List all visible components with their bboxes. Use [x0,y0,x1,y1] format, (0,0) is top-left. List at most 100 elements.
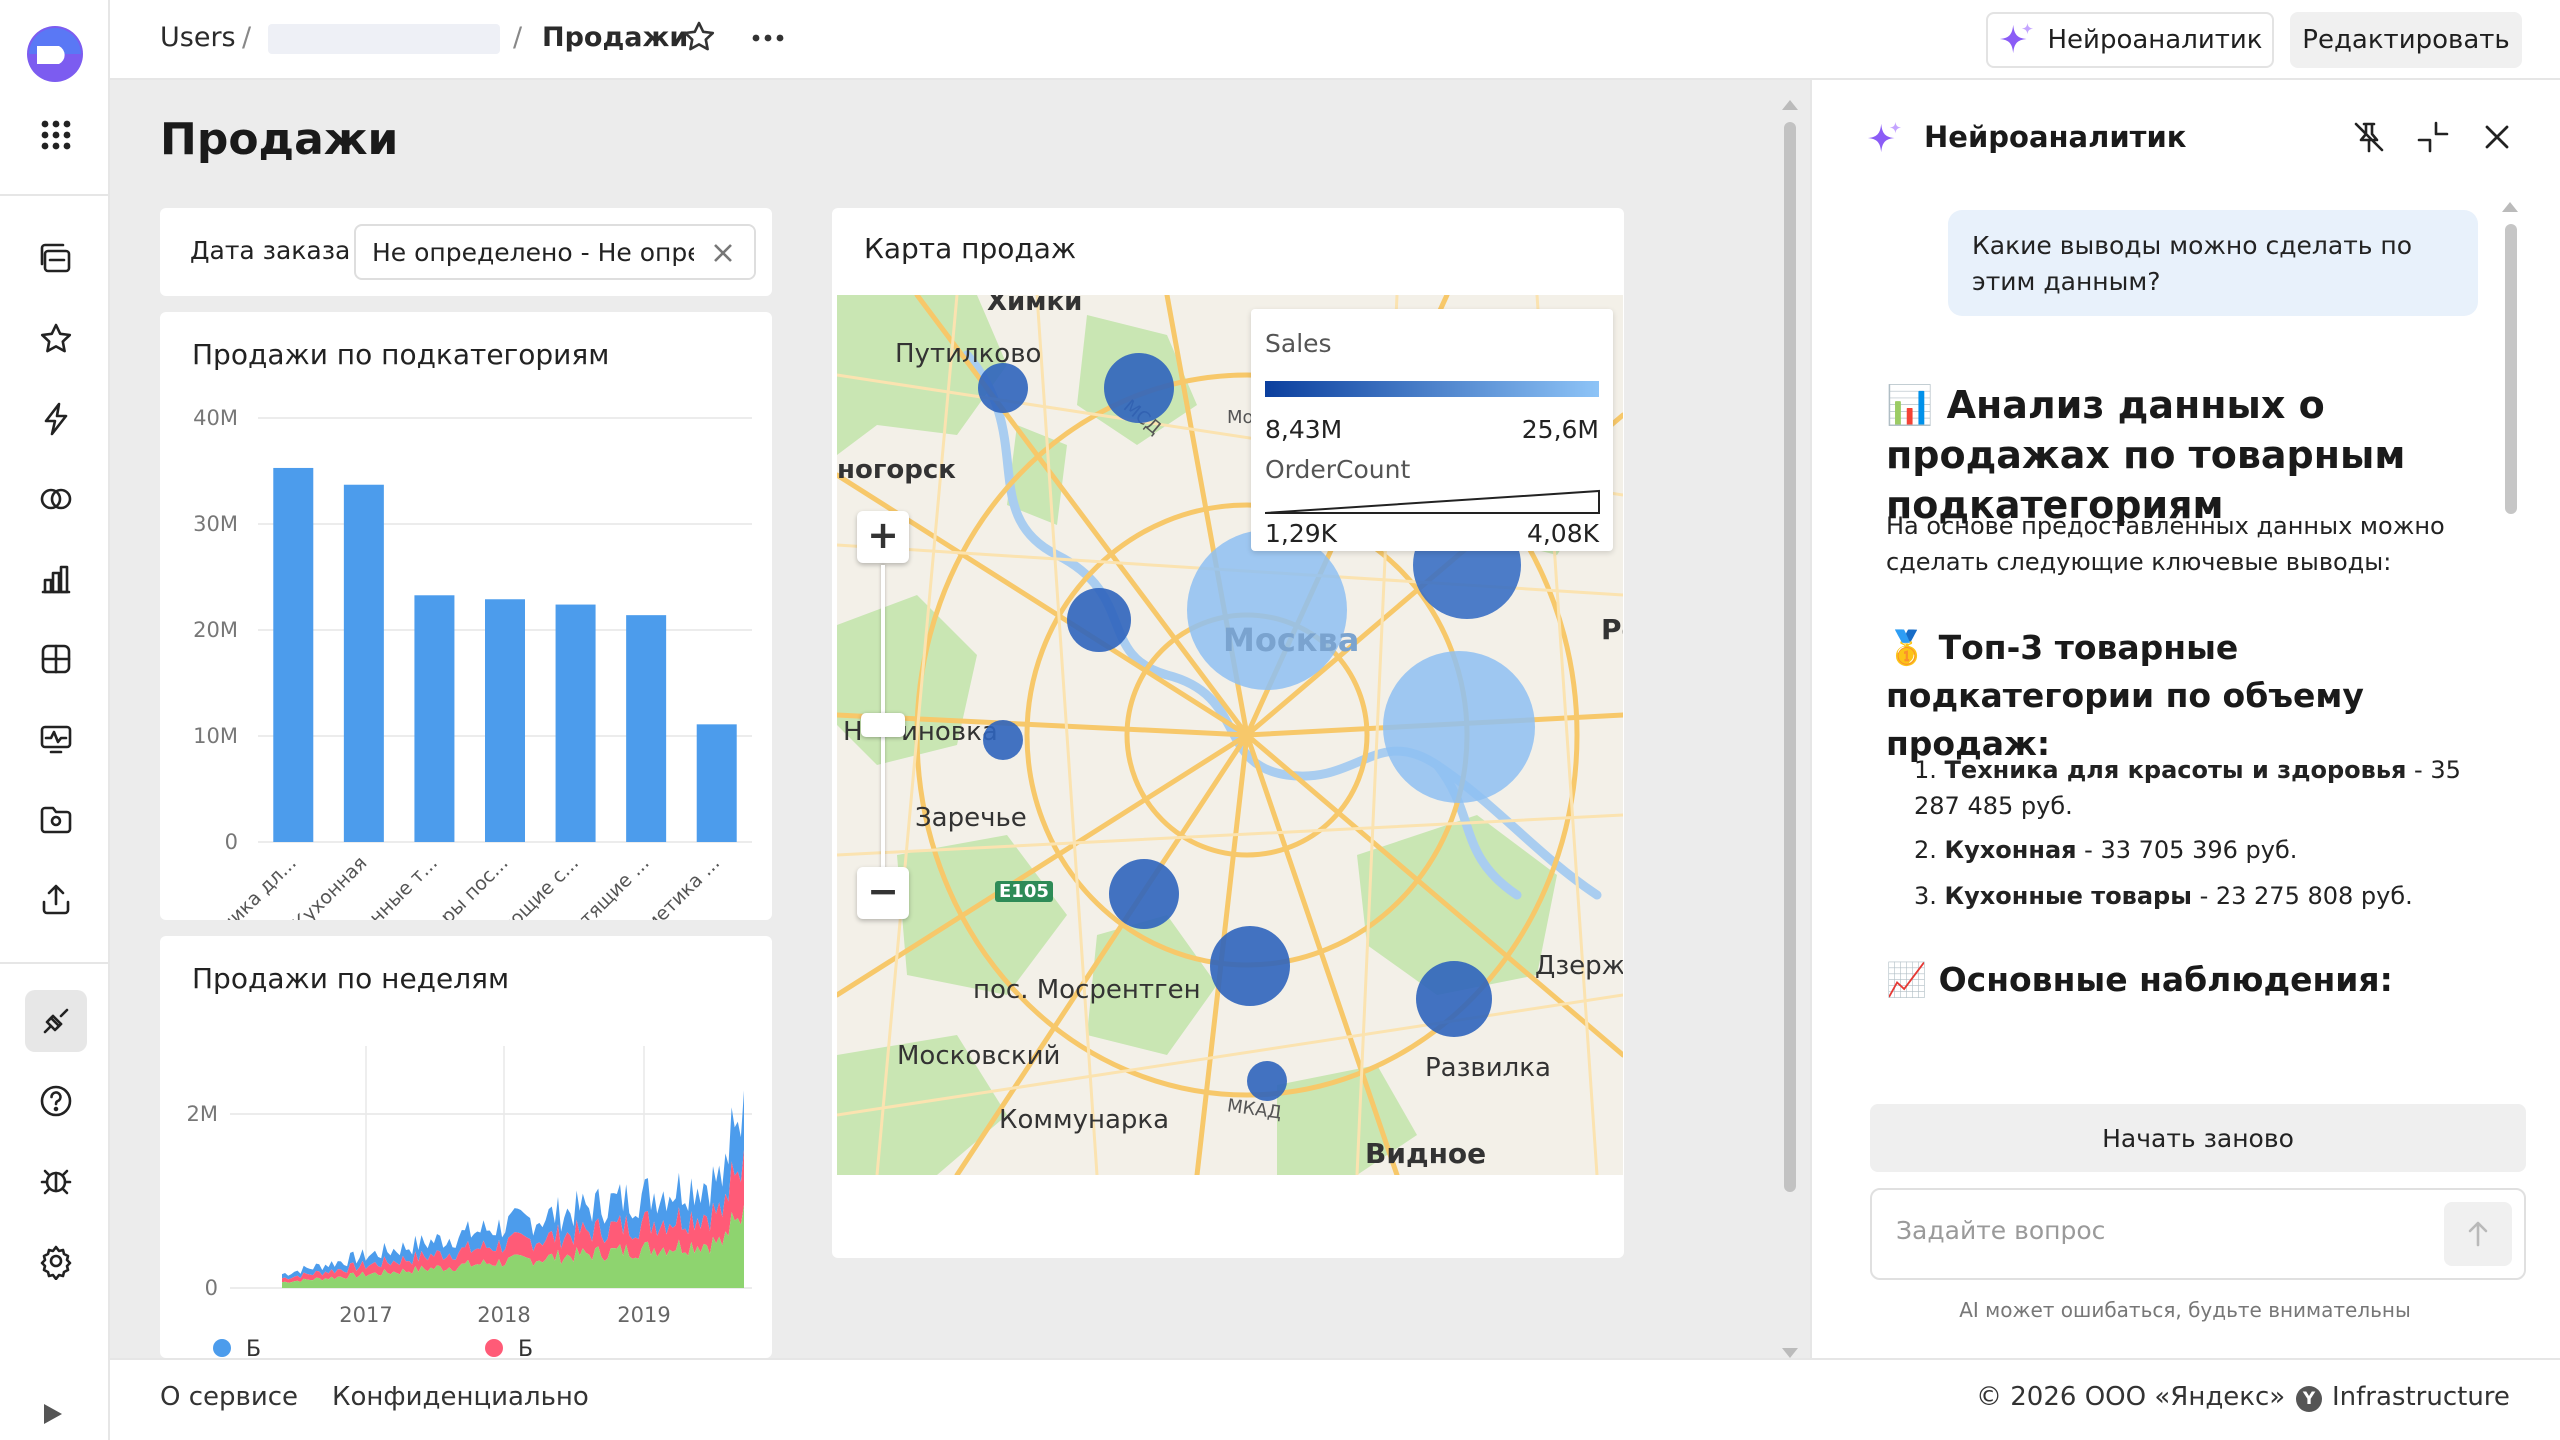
question-placeholder: Задайте вопрос [1896,1216,2106,1245]
settings-gear-icon[interactable] [25,1230,87,1292]
restart-button[interactable]: Начать заново [1870,1104,2526,1172]
bar-mark[interactable] [485,599,525,842]
zoom-slider-handle[interactable] [861,713,905,737]
zoom-out-button[interactable]: − [857,867,909,919]
bar-mark[interactable] [414,595,455,842]
date-filter-input[interactable]: Не определено - Не опред [354,224,756,280]
panel-scrollbar[interactable] [2502,202,2520,1122]
map-bubble[interactable] [983,720,1023,760]
footer-privacy-link[interactable]: Конфиденциально [332,1382,589,1412]
edit-button[interactable]: Редактировать [2290,12,2522,68]
area-chart: 0 2M 2017 2018 2019 Б Б [187,1046,752,1358]
breadcrumb-current: Продажи [542,22,689,53]
map-label-reutov: Ре [1601,613,1623,646]
bar-x-label: Кухонная [288,852,371,920]
breadcrumb-hidden-folder[interactable] [268,24,500,54]
help-question-icon[interactable] [25,1070,87,1132]
question-input[interactable]: Задайте вопрос [1870,1188,2526,1280]
zoom-in-button[interactable]: + [857,511,909,563]
bar-mark[interactable] [343,484,384,842]
map-label-n: Н [843,717,863,747]
map-label-zarechye: Заречье [915,803,1027,833]
bar-y-tick: 40M [193,406,238,430]
map-title: Карта продаж [864,232,1077,265]
map-bubble[interactable] [1247,1061,1287,1101]
map-label-moskovsky: Московский [897,1041,1061,1071]
area-series-2[interactable] [282,1149,744,1283]
monitoring-icon[interactable] [25,708,87,770]
neuroanalyst-button[interactable]: Нейроаналитик [1986,12,2274,68]
map-bubble[interactable] [1383,651,1535,803]
medal-emoji-icon: 🥇 [1886,628,1928,667]
map-bubble[interactable] [1067,588,1131,652]
favorites-star-icon[interactable] [25,308,87,370]
ai-subheading-top3-text: Топ-3 товарные подкатегории по объему пр… [1886,628,2364,763]
map-label-mo: Мо [1227,407,1254,428]
user-message: Какие выводы можно сделать по этим данны… [1948,210,2478,316]
top-header: Users / / Продажи Нейроаналитик Редактир… [110,0,2560,80]
map-bubble[interactable] [978,363,1028,413]
close-panel-icon[interactable] [2478,118,2518,158]
bug-icon[interactable] [25,1150,87,1212]
collapse-icon[interactable] [2414,118,2454,158]
datalens-logo-icon[interactable] [21,20,89,88]
bar-mark[interactable] [555,604,596,842]
charts-bars-icon[interactable] [25,548,87,610]
dashboards-grid-icon[interactable] [25,628,87,690]
list-rest: - 33 705 396 руб. [2076,836,2298,864]
map-legend: Sales 8,43M 25,6M OrderCount 1,29K 4,08K [1251,309,1613,551]
chart-emoji-icon: 📊 [1886,383,1934,427]
bar-mark[interactable] [626,615,667,842]
bar-mark[interactable] [273,467,314,842]
map-label-mosrentgen: пос. Мосрентген [973,975,1201,1005]
sales-map[interactable]: Химки Путилково ногорск Ре Н иновка Заре… [837,295,1623,1175]
send-button[interactable] [2444,1202,2512,1266]
legend-sales-min: 8,43M [1265,415,1343,444]
trend-emoji-icon: 📈 [1886,960,1928,999]
edit-button-label: Редактировать [2302,25,2510,55]
map-label-inovka: иновка [901,717,998,747]
breadcrumb-users[interactable]: Users [160,22,236,53]
unpin-icon[interactable] [2350,118,2390,158]
list-num: 2. [1914,836,1937,864]
connections-bolt-icon[interactable] [25,388,87,450]
clear-filter-icon[interactable] [694,226,754,278]
list-item: 2. Кухонная - 33 705 396 руб. [1914,832,2474,868]
list-num: 1. [1914,756,1937,784]
list-rest: - 23 275 808 руб. [2191,882,2413,910]
footer-infrastructure-link[interactable]: Infrastructure [2332,1382,2510,1412]
favorite-star-icon[interactable] [680,18,720,58]
legend-count-min: 1,29K [1265,519,1338,548]
dashboard-area: Продажи Дата заказа Не определено - Не о… [110,80,1810,1358]
expand-rail-icon[interactable] [44,1404,62,1424]
datasets-rings-icon[interactable] [25,468,87,530]
apps-grid-icon[interactable] [25,104,87,166]
yandex-logo-icon: Y [2296,1386,2322,1412]
map-bubble[interactable] [1210,926,1290,1006]
filter-label: Дата заказа [190,236,351,265]
list-bold: Кухонные товары [1944,882,2192,910]
area-series-3[interactable] [282,1205,744,1288]
map-label-putilkovo: Путилково [895,339,1042,369]
plug-connection-icon[interactable] [25,990,87,1052]
collections-icon[interactable] [25,228,87,290]
map-label-dzerzh: Дзерж [1535,951,1623,981]
map-bubble[interactable] [1104,353,1174,423]
folder-icon[interactable] [25,788,87,850]
bar-mark[interactable] [696,724,737,842]
upload-icon[interactable] [25,868,87,930]
ai-intro: На основе предоставленных данных можно с… [1886,512,2445,576]
map-bubble[interactable] [1187,530,1347,690]
neuroanalyst-button-label: Нейроаналитик [2047,25,2263,55]
bar-y-tick: 10M [193,724,238,748]
map-bubble[interactable] [1416,961,1492,1037]
more-options-icon[interactable] [748,18,788,58]
send-arrow-icon [2468,1221,2488,1247]
map-label-vidnoe: Видное [1365,1137,1487,1170]
dashboard-scrollbar[interactable] [1782,100,1800,1360]
map-bubble[interactable] [1109,859,1179,929]
legend-sales-gradient [1265,381,1599,397]
footer-about-link[interactable]: О сервисе [160,1382,299,1412]
left-nav-rail [0,0,110,1440]
